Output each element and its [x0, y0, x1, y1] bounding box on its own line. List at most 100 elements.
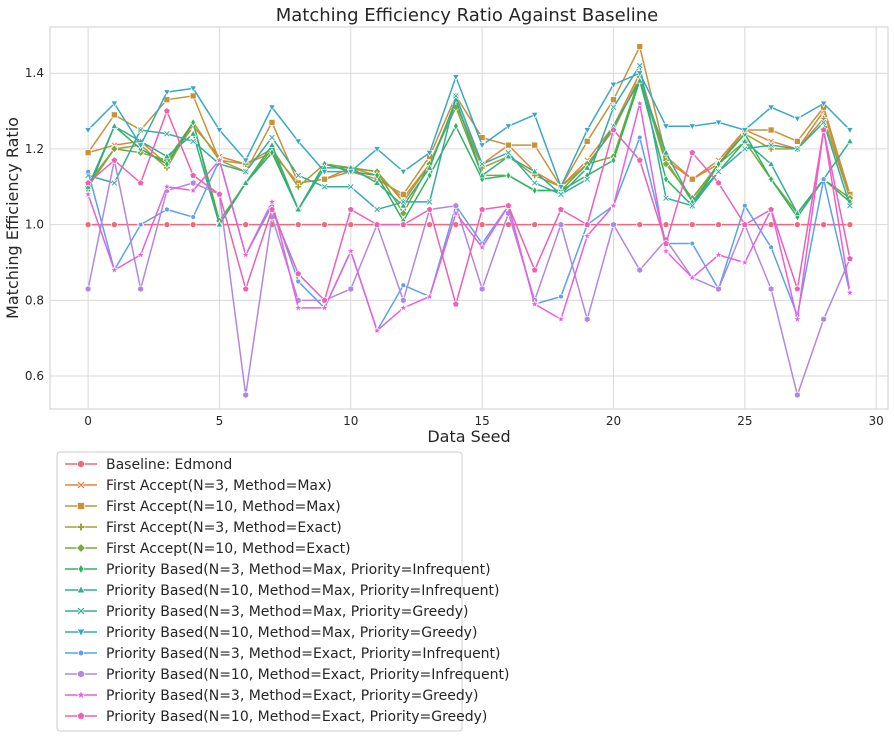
- data-point: [636, 156, 644, 164]
- data-point: [715, 285, 722, 293]
- data-point: [689, 240, 696, 247]
- y-tick-label: 1.2: [25, 142, 44, 156]
- data-point: [478, 142, 487, 150]
- data-point: [767, 141, 775, 149]
- data-point: [400, 282, 407, 288]
- series-13: [84, 107, 854, 308]
- data-point: [609, 81, 618, 89]
- data-point: [819, 126, 828, 134]
- data-point: [373, 220, 381, 228]
- data-point: [688, 148, 696, 156]
- data-point: [820, 315, 827, 323]
- legend-label: Priority Based(N=3, Method=Max, Priority…: [106, 562, 491, 578]
- legend-entry: First Accept(N=3, Method=Max): [65, 478, 332, 494]
- data-point: [320, 168, 329, 176]
- data-point: [424, 291, 435, 301]
- x-tick-label: 15: [474, 414, 489, 428]
- data-point: [557, 205, 565, 213]
- data-point: [504, 201, 513, 209]
- data-point: [425, 198, 434, 206]
- data-point: [739, 257, 750, 267]
- data-point: [610, 96, 617, 104]
- data-point: [793, 285, 802, 293]
- data-point: [846, 254, 854, 262]
- y-tick-label: 1.4: [25, 66, 44, 80]
- legend-marker: [77, 669, 85, 679]
- data-point: [767, 221, 775, 228]
- data-point: [767, 205, 775, 213]
- series-lines: [83, 43, 855, 399]
- data-point: [346, 168, 355, 176]
- data-point: [399, 220, 408, 228]
- legend-marker: [76, 543, 86, 553]
- data-point: [189, 85, 198, 93]
- data-point: [530, 112, 539, 120]
- data-point: [321, 221, 328, 228]
- data-point: [609, 103, 618, 112]
- data-point: [295, 278, 301, 285]
- legend-label: First Accept(N=10, Method=Exact): [106, 541, 351, 557]
- legend-label: Priority Based(N=10, Method=Max, Priorit…: [106, 583, 499, 599]
- data-point: [688, 175, 696, 183]
- data-point: [242, 285, 250, 293]
- data-point: [742, 202, 748, 209]
- data-point: [372, 325, 382, 335]
- data-point: [608, 200, 619, 210]
- data-point: [425, 205, 434, 213]
- plot-area: [49, 26, 889, 410]
- data-point: [557, 220, 565, 229]
- x-axis-label: Data Seed: [427, 427, 510, 446]
- series-line: [87, 76, 851, 222]
- data-point: [637, 134, 643, 141]
- data-point: [163, 89, 171, 97]
- y-axis-label: Matching Efficiency Ratio: [3, 117, 22, 319]
- data-point: [767, 126, 775, 134]
- data-point: [268, 205, 276, 213]
- legend-marker: [77, 649, 85, 657]
- data-point: [84, 221, 92, 228]
- data-point: [662, 239, 670, 247]
- data-point: [110, 121, 119, 129]
- legend-label: Priority Based(N=3, Method=Exact, Priori…: [106, 688, 478, 704]
- data-point: [425, 149, 434, 158]
- data-point: [294, 138, 303, 146]
- legend-label: Priority Based(N=10, Method=Exact, Prior…: [106, 709, 487, 725]
- data-point: [345, 246, 356, 256]
- data-point: [268, 133, 276, 142]
- data-point: [241, 157, 250, 165]
- data-point: [294, 221, 302, 228]
- legend-label: Priority Based(N=10, Method=Max, Priorit…: [106, 625, 477, 641]
- legend-entry: Priority Based(N=10, Method=Exact, Prior…: [65, 709, 487, 725]
- data-point: [635, 70, 644, 78]
- legend-entry: First Accept(N=10, Method=Exact): [65, 541, 351, 557]
- data-point: [478, 221, 486, 228]
- legend-entry: First Accept(N=3, Method=Exact): [65, 520, 342, 536]
- data-point: [530, 167, 539, 175]
- legend-entry: Priority Based(N=3, Method=Max, Priority…: [65, 562, 491, 578]
- data-point: [452, 300, 460, 308]
- data-point: [163, 129, 171, 138]
- data-point: [111, 221, 118, 228]
- data-point: [584, 315, 591, 323]
- data-point: [242, 221, 250, 228]
- legend-marker: [76, 522, 86, 532]
- data-point: [451, 74, 460, 82]
- legend-entry: Priority Based(N=3, Method=Max, Priority…: [65, 604, 469, 620]
- data-point: [505, 141, 512, 149]
- data-point: [347, 205, 355, 213]
- legend-entry: Baseline: Edmond: [65, 457, 232, 473]
- data-point: [346, 182, 355, 191]
- data-point: [84, 179, 92, 187]
- data-point: [635, 61, 644, 70]
- series-line: [87, 159, 851, 396]
- data-point: [135, 249, 146, 260]
- data-point: [453, 121, 459, 131]
- data-point: [240, 249, 251, 260]
- y-tick-label: 0.6: [25, 369, 44, 383]
- data-point: [741, 220, 749, 228]
- data-point: [215, 127, 224, 135]
- series-7: [84, 76, 854, 228]
- data-point: [768, 174, 774, 184]
- legend-frame: [56, 451, 463, 732]
- data-point: [320, 296, 329, 304]
